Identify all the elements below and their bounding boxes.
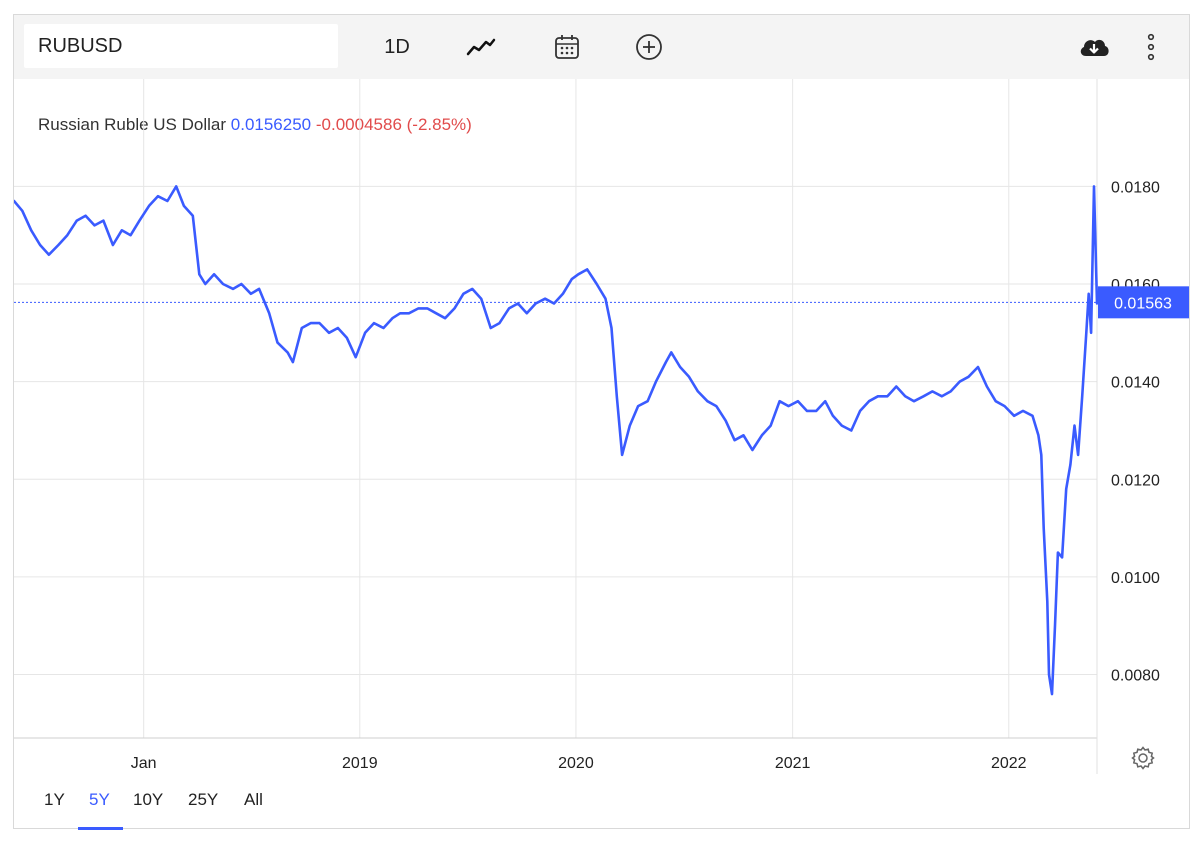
- last-value-badge: [1098, 286, 1189, 319]
- range-5y-button[interactable]: 5Y: [89, 790, 110, 809]
- chart-widget: RUBUSD 1D: [13, 14, 1190, 830]
- range-25y-button[interactable]: 25Y: [188, 790, 219, 809]
- range-all-button[interactable]: All: [244, 790, 263, 809]
- range-selector: 1Y 5Y 10Y 25Y All: [14, 785, 414, 830]
- series-change: -0.0004586 (-2.85%): [315, 115, 472, 134]
- interval-button[interactable]: 1D: [384, 35, 410, 58]
- symbol-input[interactable]: RUBUSD: [24, 24, 338, 68]
- x-tick-label: 2019: [342, 755, 378, 772]
- x-tick-label: 2020: [558, 755, 594, 772]
- x-tick-label: 2022: [991, 755, 1027, 772]
- range-10y-button[interactable]: 10Y: [133, 790, 164, 809]
- cloud-download-icon[interactable]: [1076, 27, 1112, 67]
- settings-gear-icon[interactable]: [1130, 745, 1158, 773]
- active-range-indicator: [78, 827, 123, 830]
- y-tick-label: 0.0180: [1111, 179, 1160, 196]
- series-header: Russian Ruble US Dollar 0.0156250 -0.000…: [38, 115, 472, 135]
- y-tick-label: 0.0100: [1111, 570, 1160, 587]
- plus-circle-icon[interactable]: [632, 27, 666, 67]
- calendar-icon[interactable]: [550, 27, 584, 67]
- y-tick-label: 0.0120: [1111, 472, 1160, 489]
- more-vertical-icon[interactable]: [1140, 27, 1162, 67]
- x-tick-label: Jan: [131, 755, 157, 772]
- symbol-text: RUBUSD: [38, 34, 123, 57]
- toolbar: RUBUSD 1D: [14, 15, 1189, 79]
- y-tick-label: 0.0140: [1111, 375, 1160, 392]
- y-tick-label: 0.0080: [1111, 668, 1160, 685]
- range-1y-button[interactable]: 1Y: [44, 790, 65, 809]
- series-value: 0.0156250: [230, 115, 312, 134]
- series-name: Russian Ruble US Dollar: [38, 115, 227, 134]
- last-value-label: 0.01563: [1114, 295, 1172, 312]
- x-tick-label: 2021: [775, 755, 811, 772]
- series-line: [14, 185, 1099, 696]
- line-chart-icon[interactable]: [464, 27, 498, 67]
